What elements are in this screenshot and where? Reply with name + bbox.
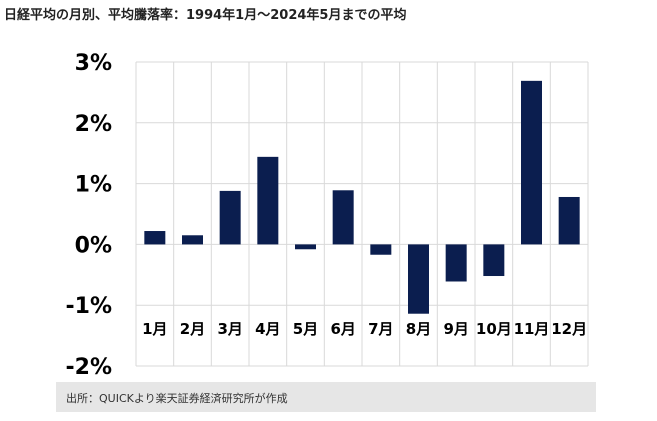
bar-6 [332,190,354,245]
x-axis-category-labels: 1月 2月 3月 4月 5月 6月 7月 8月 9月 10月 11月 12月 [142,320,587,338]
source-note-box: 出所：QUICKより楽天証券経済研究所が作成 [56,382,596,412]
source-note: 出所：QUICKより楽天証券経済研究所が作成 [66,392,288,405]
bar-7 [370,244,392,255]
bar-5 [295,244,316,250]
y-axis-tick-labels: 3% 2% 1% 0% -1% -2% [66,51,112,380]
x-category-label: 3月 [217,320,242,338]
bar-4 [257,156,279,245]
bar-9 [445,244,467,282]
x-category-label: 12月 [551,320,587,338]
x-category-label: 5月 [293,320,318,338]
x-category-label: 10月 [476,320,512,338]
bar-8 [408,244,429,314]
bar-2 [182,235,203,245]
bar-1 [144,231,166,245]
x-category-label: 4月 [255,320,280,338]
bar-11 [521,80,542,245]
x-category-label: 2月 [180,320,205,338]
x-category-label: 6月 [330,320,355,338]
bars [144,80,580,314]
y-tick-label: 0% [75,233,112,258]
y-tick-label: -1% [66,294,112,319]
x-category-label: 8月 [406,320,431,338]
bar-10 [483,244,505,277]
chart-title: 日経平均の月別、平均騰落率：1994年1月〜2024年5月までの平均 [4,8,407,23]
y-tick-label: 1% [75,173,112,198]
x-category-label: 11月 [514,320,550,338]
bar-chart: 3% 2% 1% 0% -1% -2% 1月 2月 3月 4月 5月 6月 7月 8月 9月 10月 11月 1… [66,51,589,380]
y-tick-label: 3% [75,51,112,76]
bar-12 [558,196,580,245]
x-category-label: 1月 [142,320,167,338]
x-category-label: 7月 [368,320,393,338]
gridlines [135,61,589,367]
x-category-label: 9月 [443,320,468,338]
bar-3 [219,190,241,245]
y-tick-label: 2% [75,112,112,137]
y-tick-label: -2% [66,355,112,380]
